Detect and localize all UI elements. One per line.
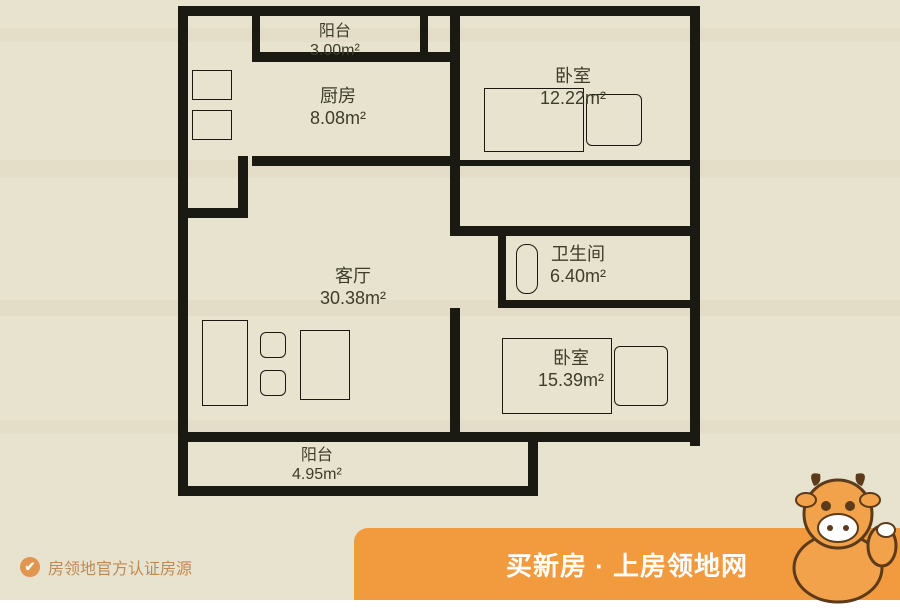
- wall: [252, 156, 460, 166]
- wall: [252, 6, 260, 54]
- room-area: 8.08m²: [310, 108, 366, 130]
- wall: [498, 226, 506, 306]
- furniture-counter: [192, 110, 232, 140]
- room-area: 4.95m²: [292, 465, 342, 484]
- wall: [238, 156, 248, 218]
- room-label-bedroom-1: 卧室12.22m²: [540, 66, 606, 109]
- furniture-stool: [260, 370, 286, 396]
- room-label-bathroom: 卫生间6.40m²: [550, 244, 606, 287]
- room-area: 12.22m²: [540, 88, 606, 110]
- wall: [460, 160, 700, 166]
- room-name: 卫生间: [550, 244, 606, 266]
- furniture-toilet: [516, 244, 538, 294]
- room-name: 客厅: [320, 266, 386, 288]
- furniture-stool: [260, 332, 286, 358]
- verification-text: 房领地官方认证房源: [48, 555, 192, 579]
- wall: [178, 6, 188, 494]
- room-name: 卧室: [540, 66, 606, 88]
- wall: [420, 6, 428, 54]
- wall: [178, 208, 244, 218]
- slogan-text: 买新房 · 上房领地网: [506, 546, 748, 583]
- floorplan-canvas: 阳台3.00m²厨房8.08m²卧室12.22m²客厅30.38m²卫生间6.4…: [0, 0, 900, 600]
- room-name: 卧室: [538, 348, 604, 370]
- cow-mascot-icon: [764, 450, 900, 608]
- furniture-pillow: [614, 346, 668, 406]
- room-area: 15.39m²: [538, 370, 604, 392]
- wall: [450, 226, 700, 236]
- room-area: 6.40m²: [550, 266, 606, 288]
- furniture-counter: [192, 70, 232, 100]
- verify-check-icon: ✔: [20, 557, 40, 577]
- wall: [450, 6, 460, 236]
- room-name: 厨房: [310, 86, 366, 108]
- wall: [528, 432, 538, 494]
- wall: [178, 432, 538, 442]
- furniture-sofa: [202, 320, 248, 406]
- room-label-kitchen: 厨房8.08m²: [310, 86, 366, 129]
- furniture-table: [300, 330, 350, 400]
- room-label-living: 客厅30.38m²: [320, 266, 386, 309]
- room-name: 阳台: [310, 22, 360, 41]
- wall: [178, 486, 538, 496]
- room-area: 30.38m²: [320, 288, 386, 310]
- room-label-balcony-top: 阳台3.00m²: [310, 22, 360, 60]
- room-area: 3.00m²: [310, 41, 360, 60]
- wall: [450, 308, 460, 442]
- wall: [530, 432, 700, 442]
- room-name: 阳台: [292, 446, 342, 465]
- room-label-balcony-bottom: 阳台4.95m²: [292, 446, 342, 484]
- wall: [498, 300, 698, 308]
- verification-bar: ✔ 房领地官方认证房源: [0, 534, 354, 600]
- room-label-bedroom-2: 卧室15.39m²: [538, 348, 604, 391]
